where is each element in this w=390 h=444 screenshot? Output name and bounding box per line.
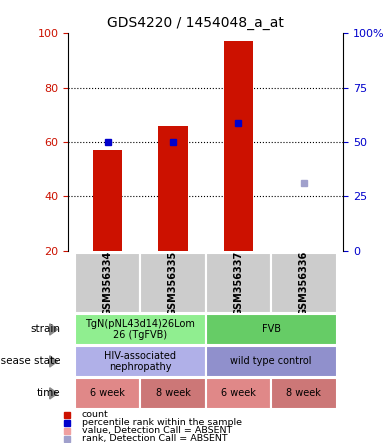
Bar xyxy=(206,314,337,345)
Text: GSM356337: GSM356337 xyxy=(234,250,243,316)
Bar xyxy=(158,126,188,251)
Bar xyxy=(140,253,206,313)
Polygon shape xyxy=(50,388,58,399)
Text: disease state: disease state xyxy=(0,357,60,366)
Bar xyxy=(206,253,271,313)
Bar xyxy=(140,378,206,409)
Bar xyxy=(271,378,337,409)
Bar xyxy=(206,378,271,409)
Bar xyxy=(93,150,122,251)
Text: 6 week: 6 week xyxy=(90,388,125,398)
Bar xyxy=(224,41,253,251)
Bar xyxy=(75,378,140,409)
Bar xyxy=(75,346,206,377)
Text: HIV-associated
nephropathy: HIV-associated nephropathy xyxy=(104,351,176,372)
Text: GSM356335: GSM356335 xyxy=(168,250,178,316)
Text: GSM356334: GSM356334 xyxy=(103,250,113,316)
Text: GSM356336: GSM356336 xyxy=(299,250,309,316)
Bar xyxy=(206,346,337,377)
Text: count: count xyxy=(82,410,109,419)
Bar xyxy=(75,253,140,313)
Polygon shape xyxy=(50,356,58,367)
Text: GDS4220 / 1454048_a_at: GDS4220 / 1454048_a_at xyxy=(106,16,284,30)
Text: FVB: FVB xyxy=(262,325,281,334)
Text: percentile rank within the sample: percentile rank within the sample xyxy=(82,418,242,427)
Text: 8 week: 8 week xyxy=(156,388,190,398)
Text: wild type control: wild type control xyxy=(230,357,312,366)
Text: strain: strain xyxy=(30,325,60,334)
Text: 6 week: 6 week xyxy=(221,388,256,398)
Text: 8 week: 8 week xyxy=(287,388,321,398)
Bar xyxy=(75,314,206,345)
Bar xyxy=(271,253,337,313)
Text: value, Detection Call = ABSENT: value, Detection Call = ABSENT xyxy=(82,426,232,435)
Text: TgN(pNL43d14)26Lom
26 (TgFVB): TgN(pNL43d14)26Lom 26 (TgFVB) xyxy=(85,319,195,340)
Text: rank, Detection Call = ABSENT: rank, Detection Call = ABSENT xyxy=(82,434,228,444)
Polygon shape xyxy=(50,324,58,335)
Text: time: time xyxy=(37,388,60,398)
